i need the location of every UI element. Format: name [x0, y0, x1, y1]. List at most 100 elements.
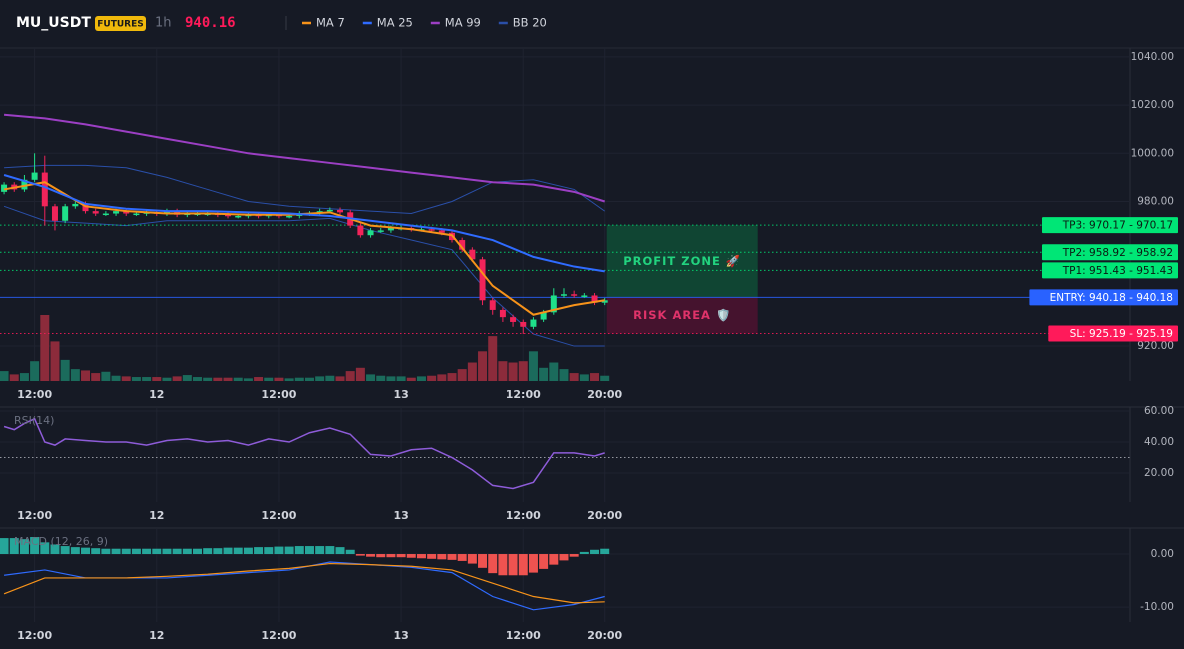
histogram-bar — [447, 554, 457, 560]
candle-body — [438, 230, 445, 233]
volume-bar — [457, 369, 467, 381]
histogram-bar — [590, 549, 600, 555]
level-tag — [1042, 262, 1178, 279]
volume-bar — [315, 376, 325, 381]
histogram-bar — [162, 548, 172, 555]
candle-body — [540, 312, 547, 320]
histogram-bar — [192, 548, 202, 555]
legend-label: BB 20 — [513, 16, 547, 30]
histogram-bar — [60, 546, 70, 555]
legend-label: MA 99 — [445, 16, 481, 30]
volume-bar — [579, 374, 589, 381]
histogram-bar — [416, 554, 426, 559]
histogram-bar — [284, 546, 294, 555]
histogram-bar — [518, 554, 528, 576]
histogram-bar — [508, 554, 518, 576]
volume-bar — [508, 362, 518, 381]
candle-body — [459, 240, 466, 250]
histogram-bar — [213, 548, 223, 555]
candle-body — [377, 230, 384, 232]
histogram-bar — [559, 554, 569, 561]
volume-bar — [264, 377, 274, 381]
histogram-bar — [81, 547, 91, 555]
badge: FUTURES — [97, 20, 143, 30]
y-tick-label: 1000.00 — [1131, 147, 1174, 159]
histogram-bar — [111, 548, 121, 555]
x-tick-label: 20:00 — [587, 509, 622, 522]
histogram-bar — [600, 548, 610, 555]
histogram-bar — [30, 537, 40, 555]
volume-bar — [559, 369, 569, 381]
x-tick-label: 12:00 — [506, 509, 541, 522]
volume-bar — [600, 375, 610, 381]
x-tick-label: 12:00 — [261, 629, 296, 642]
indicator-line — [3, 562, 605, 604]
histogram-bar — [569, 554, 579, 557]
y-tick-label: 20.00 — [1144, 467, 1174, 479]
legend-label: MA 25 — [377, 16, 413, 30]
histogram-bar — [152, 548, 162, 555]
volume-bar — [406, 377, 416, 381]
histogram-bar — [335, 547, 345, 555]
candle-body — [225, 214, 232, 217]
badge-bg — [95, 16, 146, 31]
candle-body — [123, 211, 130, 214]
volume-bar — [284, 378, 294, 381]
x-tick-label: 12:00 — [17, 388, 52, 401]
candle-body — [560, 294, 567, 296]
histogram-bar — [294, 546, 304, 555]
indicator-line — [3, 113, 606, 203]
x-tick-label: 12:00 — [261, 388, 296, 401]
symbol: MU_USDT — [16, 15, 91, 31]
x-tick-label: 20:00 — [587, 629, 622, 642]
volume-bar — [304, 377, 314, 381]
volume-bar — [488, 336, 498, 381]
x-tick-label: 12:00 — [261, 509, 296, 522]
histogram-bar — [528, 554, 538, 573]
y-tick-label: 980.00 — [1137, 195, 1174, 207]
candle-body — [31, 172, 38, 180]
volume-bar — [325, 375, 335, 381]
candle-body — [163, 211, 170, 214]
histogram-bar — [91, 548, 101, 555]
histogram-bar — [101, 548, 111, 555]
histogram-bar — [304, 546, 314, 555]
histogram-bar — [0, 538, 9, 555]
volume-bar — [182, 375, 192, 381]
volume-bar — [254, 377, 264, 381]
volume-bar — [467, 362, 477, 381]
candle-body — [550, 295, 557, 313]
volume-bar — [192, 377, 202, 381]
histogram-bar — [254, 547, 264, 555]
level-label: TP1: 951.43 - 951.43 — [1062, 265, 1173, 277]
volume-bar — [528, 351, 538, 381]
histogram-bar — [437, 554, 447, 560]
interval: 1h — [155, 16, 172, 31]
volume-bar — [223, 377, 233, 381]
volume-bar — [294, 377, 304, 381]
volume-bar — [81, 370, 91, 381]
candle-body — [357, 225, 364, 236]
volume-bar — [549, 362, 559, 381]
histogram-bar — [478, 554, 488, 568]
histogram-bar — [345, 549, 355, 555]
histogram-bar — [264, 547, 274, 555]
histogram-bar — [274, 546, 284, 555]
level-label: TP2: 958.92 - 958.92 — [1062, 247, 1173, 259]
level-label: SL: 925.19 - 925.19 — [1070, 328, 1173, 340]
level-tag — [1042, 244, 1178, 261]
histogram-bar — [396, 554, 406, 558]
volume-bar — [91, 373, 101, 381]
x-tick-label: 20:00 — [587, 388, 622, 401]
candle-body — [387, 227, 394, 231]
histogram-bar — [243, 547, 253, 555]
histogram-bar — [40, 542, 50, 555]
candle-body — [489, 300, 496, 310]
candle-body — [102, 213, 109, 216]
histogram-bar — [142, 548, 152, 555]
volume-bar — [172, 376, 182, 381]
volume-bar — [50, 341, 60, 381]
candle-body — [530, 319, 537, 327]
